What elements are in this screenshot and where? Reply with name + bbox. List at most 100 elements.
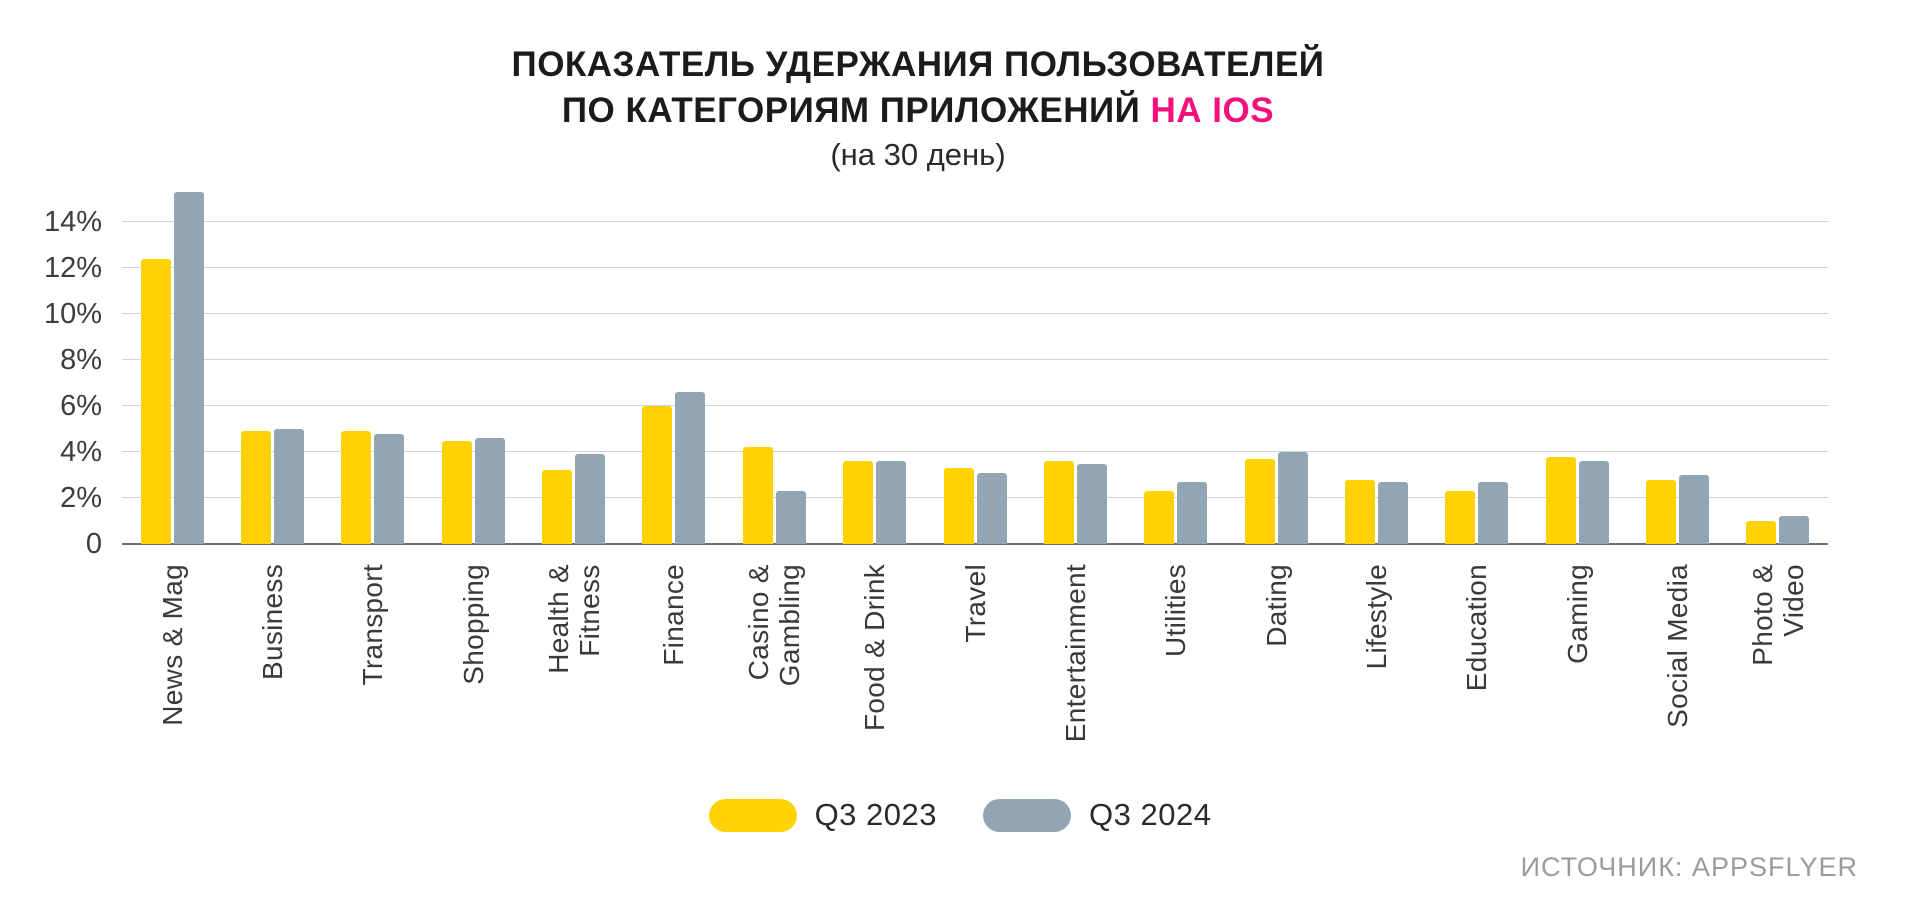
legend-swatch-q3-2023 <box>708 798 797 832</box>
y-tick-label: 2% <box>60 482 102 514</box>
chart-subtitle: (на 30 день) <box>830 137 1006 172</box>
y-tick-label: 8% <box>60 344 102 376</box>
legend-item-q3-2024: Q3 2024 <box>983 797 1211 833</box>
bar-group <box>222 176 322 544</box>
bar-q3-2023 <box>241 431 272 544</box>
x-category-label: Business <box>257 564 289 681</box>
bar-q3-2023 <box>1043 461 1074 544</box>
gridline-8pct <box>122 359 1828 360</box>
legend-swatch-q3-2024 <box>983 798 1071 832</box>
gridline-14pct <box>122 221 1828 222</box>
x-label-cell: Casino & Gambling <box>724 564 824 780</box>
x-category-label: Finance <box>658 564 690 666</box>
y-tick-label: 4% <box>60 436 102 468</box>
x-category-label: Dating <box>1260 564 1292 647</box>
gridline-2pct <box>122 497 1828 498</box>
bar-q3-2024 <box>1578 461 1609 544</box>
x-category-label: Utilities <box>1160 564 1192 657</box>
title-line-2: ПО КАТЕГОРИЯМ ПРИЛОЖЕНИЙ НА IOS <box>0 88 1836 134</box>
legend-item-q3-2023: Q3 2023 <box>708 797 937 833</box>
title-highlight: НА IOS <box>1150 91 1275 130</box>
bar-group <box>1527 176 1627 544</box>
bar-q3-2023 <box>341 431 372 544</box>
x-category-label: Travel <box>959 564 991 643</box>
x-label-cell: News & Mag <box>122 564 222 780</box>
bar-q3-2023 <box>742 447 773 544</box>
y-tick-label: 14% <box>43 206 102 238</box>
x-category-label: Shopping <box>457 564 489 685</box>
bar-group <box>1728 176 1828 544</box>
bar-q3-2024 <box>976 472 1007 544</box>
source-attribution: ИСТОЧНИК: APPSFLYER <box>1520 852 1858 882</box>
legend-label-q3-2024: Q3 2024 <box>1089 797 1212 832</box>
bar-q3-2023 <box>1746 521 1777 544</box>
x-axis-baseline <box>122 543 1828 545</box>
bar-q3-2024 <box>1177 481 1208 544</box>
bar-q3-2023 <box>943 468 974 544</box>
bar-q3-2023 <box>1144 491 1175 544</box>
bar-q3-2024 <box>173 192 204 544</box>
bar-group <box>1126 176 1226 544</box>
bar-q3-2024 <box>1478 481 1509 544</box>
bar-q3-2023 <box>843 461 874 544</box>
bar-q3-2024 <box>274 429 305 544</box>
bar-group <box>122 176 222 544</box>
x-label-cell: Lifestyle <box>1326 564 1426 780</box>
x-label-cell: Transport <box>323 564 423 780</box>
gridline-12pct <box>122 267 1828 268</box>
bar-q3-2024 <box>1076 463 1107 544</box>
bar-q3-2024 <box>876 461 907 544</box>
bar-q3-2023 <box>1545 456 1576 544</box>
x-label-cell: Food & Drink <box>825 564 925 780</box>
x-label-cell: Health & Fitness <box>523 564 623 780</box>
bar-group <box>1427 176 1527 544</box>
y-axis: 0 2% 4% 6% 8% 10% 12% 14% <box>0 176 102 559</box>
x-category-label: Transport <box>357 564 389 686</box>
x-axis-labels: News & Mag Business Transport Shopping Healt… <box>122 564 1828 780</box>
y-tick-label: 6% <box>60 390 102 422</box>
x-category-label: Health & Fitness <box>542 564 605 674</box>
bar-groups <box>122 176 1828 544</box>
x-label-cell: Social Media <box>1627 564 1727 780</box>
bar-q3-2023 <box>441 440 472 544</box>
bar-q3-2024 <box>374 433 405 544</box>
bar-group <box>523 176 623 544</box>
bar-q3-2024 <box>1779 516 1810 544</box>
x-label-cell: Gaming <box>1527 564 1627 780</box>
plot-area <box>122 176 1828 545</box>
chart-legend: Q3 2023 Q3 2024 <box>0 797 1920 833</box>
x-label-cell: Photo & Video <box>1728 564 1828 780</box>
chart-title: ПОКАЗАТЕЛЬ УДЕРЖАНИЯ ПОЛЬЗОВАТЕЛЕЙ ПО КА… <box>0 42 1836 176</box>
y-tick-label: 12% <box>43 252 102 284</box>
x-category-label: Photo & Video <box>1746 564 1809 666</box>
x-category-label: Education <box>1461 564 1493 692</box>
x-label-cell: Shopping <box>423 564 523 780</box>
x-label-cell: Utilities <box>1126 564 1226 780</box>
bar-group <box>825 176 925 544</box>
x-label-cell: Dating <box>1226 564 1326 780</box>
bar-group <box>724 176 824 544</box>
x-category-label: Social Media <box>1662 564 1694 728</box>
x-category-label: Casino & Gambling <box>743 564 806 687</box>
bar-q3-2023 <box>1344 479 1375 544</box>
bar-q3-2024 <box>775 491 806 544</box>
x-label-cell: Finance <box>624 564 724 780</box>
bar-q3-2023 <box>1445 491 1476 544</box>
x-label-cell: Education <box>1427 564 1527 780</box>
bar-group <box>1326 176 1426 544</box>
title-line-2-text: ПО КАТЕГОРИЯМ ПРИЛОЖЕНИЙ <box>561 91 1151 130</box>
bar-q3-2023 <box>1646 479 1677 544</box>
bar-group <box>624 176 724 544</box>
bar-group <box>925 176 1025 544</box>
x-label-cell: Entertainment <box>1025 564 1125 780</box>
x-label-cell: Travel <box>925 564 1025 780</box>
bar-q3-2024 <box>474 438 505 544</box>
bar-q3-2024 <box>1277 452 1308 544</box>
bar-group <box>1627 176 1727 544</box>
x-category-label: News & Mag <box>156 564 188 726</box>
bar-q3-2023 <box>542 470 573 544</box>
bar-q3-2023 <box>140 258 171 544</box>
gridline-10pct <box>122 313 1828 314</box>
x-category-label: Lifestyle <box>1360 564 1392 670</box>
bar-q3-2024 <box>1679 475 1710 544</box>
